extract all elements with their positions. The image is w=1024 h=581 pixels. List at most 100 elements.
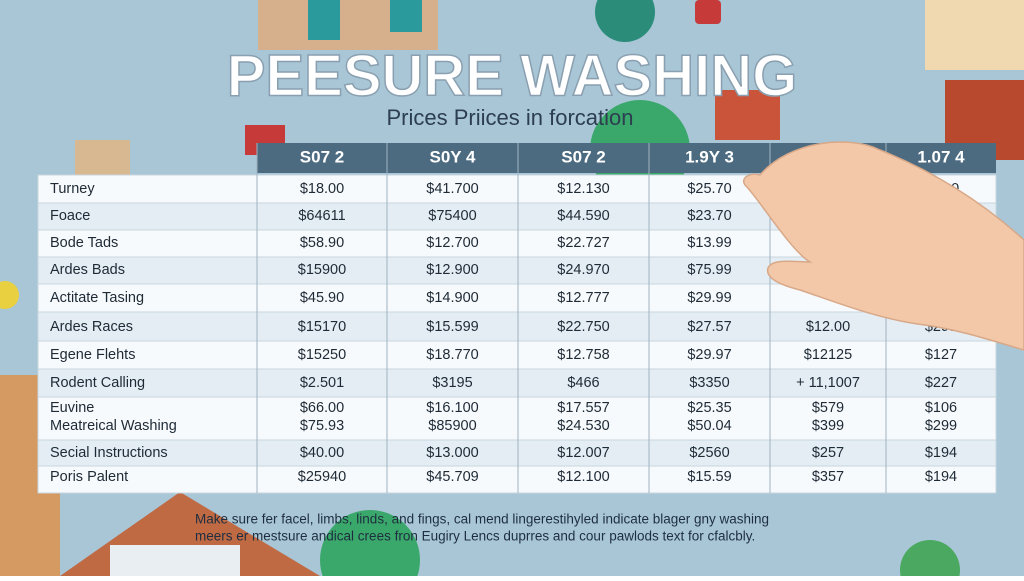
price-cell: $25.35 [687, 400, 731, 416]
deco-plant [900, 540, 960, 581]
price-cell: $12.00 [806, 319, 850, 335]
price-cell: $12125 [804, 347, 852, 363]
row-label: Foace [50, 208, 90, 224]
deco-roof [715, 90, 780, 140]
row-label: Rodent Calling [50, 375, 145, 391]
row-label: Actitate Tasing [50, 290, 144, 306]
price-cell: $25.70 [687, 181, 731, 197]
price-cell: + 11,1007 [796, 375, 860, 391]
price-cell: $12.758 [557, 347, 609, 363]
price-cell: $64611 [298, 208, 345, 224]
price-cell: $227 [925, 375, 957, 391]
deco-circle [595, 0, 655, 42]
row-label: Bode Tads [50, 235, 118, 251]
price-cell: $24.530 [557, 418, 609, 434]
price-cell: $127 [925, 347, 957, 363]
price-cell: $12.007 [557, 445, 609, 461]
price-cell: $15900 [298, 262, 346, 278]
price-cell: $15170 [298, 319, 346, 335]
row-label: Meatreical Washing [50, 418, 177, 434]
price-cell: $15250 [298, 347, 346, 363]
title: PEESURE WASHING [227, 43, 797, 108]
price-cell: $257 [812, 445, 844, 461]
price-cell: $50.04 [687, 418, 731, 434]
price-cell: $14.900 [426, 290, 478, 306]
price-cell: $41.700 [426, 181, 478, 197]
price-cell: $579 [812, 400, 844, 416]
price-cell: $3350 [689, 375, 729, 391]
deco-circle [320, 510, 420, 581]
deco-icon [695, 0, 721, 24]
row-label: Euvine [50, 400, 94, 416]
deco-paper [925, 0, 1024, 70]
price-cell: $12.130 [557, 181, 609, 197]
price-cell: $12.700 [426, 235, 478, 251]
deco-window [390, 0, 422, 32]
price-cell: $27.57 [687, 319, 731, 335]
hand [743, 141, 1024, 351]
price-cell: $18.770 [426, 347, 478, 363]
price-cell: $45.90 [300, 290, 344, 306]
price-cell: $2.501 [300, 375, 344, 391]
row-band [37, 396, 997, 441]
price-cell: $194 [925, 469, 957, 485]
price-cell: $16.100 [426, 400, 478, 416]
price-cell: $75.99 [687, 262, 731, 278]
column-header: S07 2 [561, 147, 605, 166]
price-cell: $29.97 [687, 347, 731, 363]
row-band [37, 311, 997, 342]
column-header: S0Y 4 [429, 147, 476, 166]
price-cell: $22.750 [557, 319, 609, 335]
price-cell: $23.70 [687, 208, 731, 224]
price-cell: $17.557 [557, 400, 609, 416]
price-cell: $194 [925, 445, 957, 461]
price-cell: $15.59 [687, 469, 731, 485]
price-cell: $24.970 [557, 262, 609, 278]
price-cell: $40.00 [300, 445, 344, 461]
price-cell: $58.90 [300, 235, 344, 251]
deco-window [308, 0, 340, 40]
price-cell: $18.00 [300, 181, 344, 197]
row-band [37, 465, 997, 494]
price-cell: $25940 [298, 469, 346, 485]
row-band [37, 439, 997, 467]
column-header: 1.9Y 3 [685, 147, 734, 166]
row-label: Turney [50, 181, 95, 197]
column-header: S07 2 [300, 147, 344, 166]
price-cell: $66.00 [300, 400, 344, 416]
deco-icon [0, 281, 19, 309]
price-cell: $399 [812, 418, 844, 434]
price-cell: $13.000 [426, 445, 478, 461]
subtitle: Prices Priices in forcation [387, 105, 634, 130]
row-label: Ardes Races [50, 319, 133, 335]
row-band [37, 340, 997, 370]
price-cell: $12.100 [557, 469, 609, 485]
price-cell: $75.93 [300, 418, 344, 434]
price-cell: $29.99 [687, 290, 731, 306]
price-cell: $45.709 [426, 469, 478, 485]
price-cell: $12.777 [557, 290, 609, 306]
deco-notebook [75, 140, 130, 175]
column-header: 1.07 4 [917, 147, 965, 166]
price-cell: $13.99 [687, 235, 731, 251]
price-cell: $466 [567, 375, 599, 391]
price-cell: $357 [812, 469, 844, 485]
price-cell: $299 [925, 418, 957, 434]
price-cell: $106 [925, 400, 957, 416]
footer-line: Make sure fer facel, limbs, linds, and f… [195, 512, 769, 527]
price-cell: $3195 [432, 375, 472, 391]
footer-line: meers er mestsure andical crees fron Eug… [195, 529, 755, 544]
row-label: Ardes Bads [50, 262, 125, 278]
price-cell: $2560 [689, 445, 729, 461]
price-cell: $44.590 [557, 208, 609, 224]
price-cell: $85900 [428, 418, 476, 434]
price-cell: $12.900 [426, 262, 478, 278]
price-cell: $75400 [428, 208, 476, 224]
deco-house [110, 545, 240, 576]
row-label: Poris Palent [50, 469, 128, 485]
price-cell: $15.599 [426, 319, 478, 335]
price-cell: $22.727 [557, 235, 609, 251]
row-label: Secial Instructions [50, 445, 168, 461]
